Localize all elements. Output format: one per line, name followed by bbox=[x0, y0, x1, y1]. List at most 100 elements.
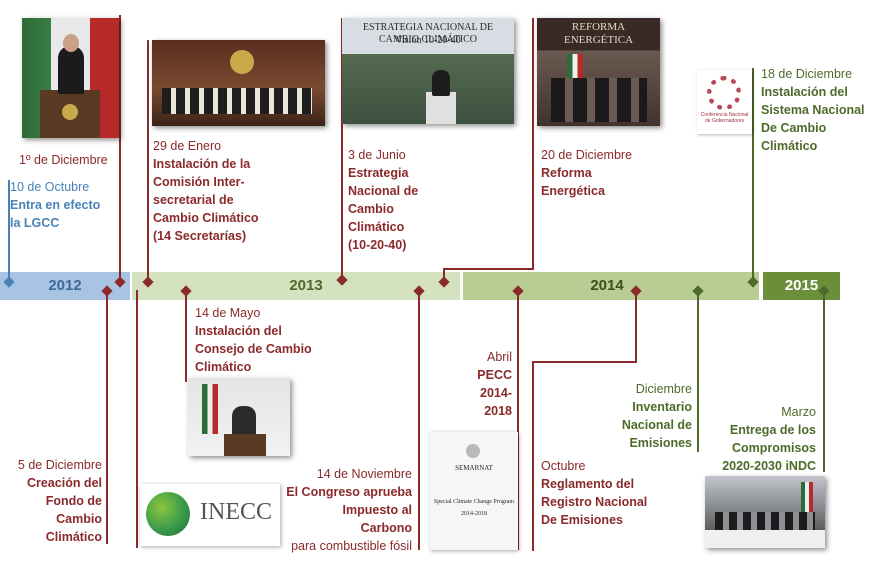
event-dec2013-reform: 20 de Diciembre Reforma Energética bbox=[541, 146, 632, 200]
flag-icon bbox=[202, 384, 218, 434]
event-title: (10-20-40) bbox=[348, 238, 407, 252]
speaker-figure bbox=[58, 46, 84, 94]
connector-oct2014-v1 bbox=[635, 292, 637, 362]
event-date: Marzo bbox=[781, 405, 816, 419]
event-date: 14 de Noviembre bbox=[316, 467, 412, 481]
event-title: Cambio Climático bbox=[153, 211, 259, 225]
connector-inecc bbox=[136, 290, 138, 548]
year-band-2012: 2012 bbox=[0, 272, 130, 300]
table-cloth bbox=[705, 530, 825, 548]
pecc-cover-years: 2014-2018 bbox=[461, 511, 487, 517]
event-title: Instalación del bbox=[195, 324, 282, 338]
connector-dec2012b bbox=[106, 292, 108, 544]
photo-strategy: ESTRATEGIA NACIONAL DE CAMBIO CLIMÁTICO … bbox=[342, 18, 514, 124]
connector-dec2013-v1 bbox=[532, 18, 534, 270]
event-title: De Emisiones bbox=[541, 513, 623, 527]
event-dec2012: 1º de Diciembre bbox=[19, 151, 108, 169]
strategy-banner-subtitle: Visión 10-20-40 bbox=[395, 35, 461, 46]
event-title: Entrega de los bbox=[729, 423, 816, 437]
event-title: secretarial de bbox=[153, 193, 234, 207]
event-jan2013: 29 de Enero Instalación de la Comisión I… bbox=[153, 137, 259, 245]
cover-pecc: SEMARNAT Special Climate Change Program … bbox=[430, 432, 518, 550]
logo-inecc: INECC bbox=[140, 484, 280, 546]
year-label-2013: 2013 bbox=[289, 277, 323, 294]
event-title: Cambio bbox=[348, 202, 394, 216]
event-title: Emisiones bbox=[629, 436, 692, 450]
connector-jun2013 bbox=[341, 18, 343, 280]
event-date: Octubre bbox=[541, 459, 586, 473]
event-title: Carbono bbox=[360, 521, 412, 535]
event-dec2014: 18 de Diciembre Instalación del Sistema … bbox=[761, 65, 865, 155]
event-nov2013: 14 de Noviembre El Congreso aprueba Impu… bbox=[262, 465, 412, 555]
conference-logo-text: Conferencia Nacional de Gobernadores bbox=[700, 112, 749, 124]
connector-dec2014b bbox=[697, 292, 699, 452]
photo-energy-reform: REFORMA ENERGÉTICA bbox=[537, 18, 660, 126]
event-title: Sistema Nacional bbox=[761, 103, 865, 117]
event-title: la LGCC bbox=[10, 216, 60, 230]
connector-oct2014-v2 bbox=[532, 361, 534, 551]
event-date: 3 de Junio bbox=[348, 148, 406, 162]
event-dec2014-inventory: Diciembre Inventario Nacional de Emision… bbox=[590, 380, 692, 452]
year-band-2013: 2013 bbox=[132, 272, 460, 300]
pecc-cover-agency: SEMARNAT bbox=[455, 464, 493, 472]
connector-oct2014-h bbox=[532, 361, 637, 363]
connector-may2013 bbox=[185, 292, 187, 382]
connector-dec2013-v2 bbox=[443, 268, 445, 282]
event-dec2012-fund: 5 de Diciembre Creación del Fondo de Cam… bbox=[0, 456, 102, 546]
year-band-2015: 2015 bbox=[763, 272, 840, 300]
strategy-banner-title: ESTRATEGIA NACIONAL DE CAMBIO CLIMÁTICO bbox=[362, 22, 494, 45]
event-title: PECC bbox=[477, 368, 512, 382]
pecc-cover-title: Special Climate Change Program bbox=[433, 499, 515, 505]
event-title: Creación del bbox=[26, 476, 102, 490]
event-title: Instalación del bbox=[761, 85, 848, 99]
eagle-emblem-icon bbox=[466, 444, 480, 458]
event-jun2013: 3 de Junio Estrategia Nacional de Cambio… bbox=[348, 146, 418, 254]
year-label-2012: 2012 bbox=[48, 277, 82, 294]
event-title: Inventario bbox=[632, 400, 692, 414]
event-subtitle: para combustible fósil bbox=[291, 539, 412, 553]
flag-icon bbox=[801, 482, 813, 516]
inecc-logo-text: INECC bbox=[200, 499, 272, 525]
connector-oct2012 bbox=[8, 180, 10, 282]
event-title: Registro Nacional bbox=[541, 495, 648, 509]
flower-emblem-icon bbox=[707, 76, 741, 110]
event-oct2012: 10 de Octubre Entra en efecto la LGCC bbox=[10, 178, 100, 232]
event-date: 1º de Diciembre bbox=[19, 153, 108, 167]
event-title: Climático bbox=[761, 139, 818, 153]
event-title: Fondo de bbox=[45, 494, 102, 508]
inecc-leaf-icon bbox=[146, 492, 190, 536]
event-title: Comisión Inter- bbox=[153, 175, 245, 189]
event-date: 18 de Diciembre bbox=[761, 67, 853, 81]
people-row bbox=[715, 512, 815, 530]
photo-inauguration bbox=[22, 18, 119, 138]
event-title: Instalación de la bbox=[153, 157, 251, 171]
event-title: Energética bbox=[541, 184, 605, 198]
event-date: Abril bbox=[486, 350, 512, 364]
event-title: Entra en efecto bbox=[10, 198, 101, 212]
event-date: 14 de Mayo bbox=[195, 306, 261, 320]
year-band-2014: 2014 bbox=[463, 272, 759, 300]
event-title: 2014- bbox=[480, 386, 512, 400]
event-title: 2018 bbox=[484, 404, 512, 418]
people-group bbox=[551, 78, 647, 122]
event-date: 20 de Diciembre bbox=[541, 148, 633, 162]
eagle-emblem-icon bbox=[62, 104, 78, 120]
event-oct2014: Octubre Reglamento del Registro Nacional… bbox=[541, 457, 647, 529]
eagle-emblem-icon bbox=[230, 50, 254, 74]
photo-council bbox=[188, 378, 290, 456]
event-title: Consejo de Cambio bbox=[195, 342, 312, 356]
podium-icon bbox=[224, 434, 266, 456]
event-mar2015: Marzo Entrega de los Compromisos 2020-20… bbox=[700, 403, 816, 475]
event-may2013: 14 de Mayo Instalación del Consejo de Ca… bbox=[195, 304, 312, 376]
photo-commission bbox=[152, 40, 325, 126]
connector-apr2014 bbox=[517, 292, 519, 550]
event-title: Cambio bbox=[56, 512, 102, 526]
podium-icon bbox=[426, 92, 456, 124]
event-date: 29 de Enero bbox=[153, 139, 222, 153]
event-title: Estrategia bbox=[348, 166, 409, 180]
event-title: Climático bbox=[45, 530, 102, 544]
event-title: Reforma bbox=[541, 166, 592, 180]
connector-mar2015 bbox=[823, 292, 825, 472]
speaker-figure bbox=[432, 70, 450, 96]
photo-indc-delivery bbox=[705, 476, 825, 548]
